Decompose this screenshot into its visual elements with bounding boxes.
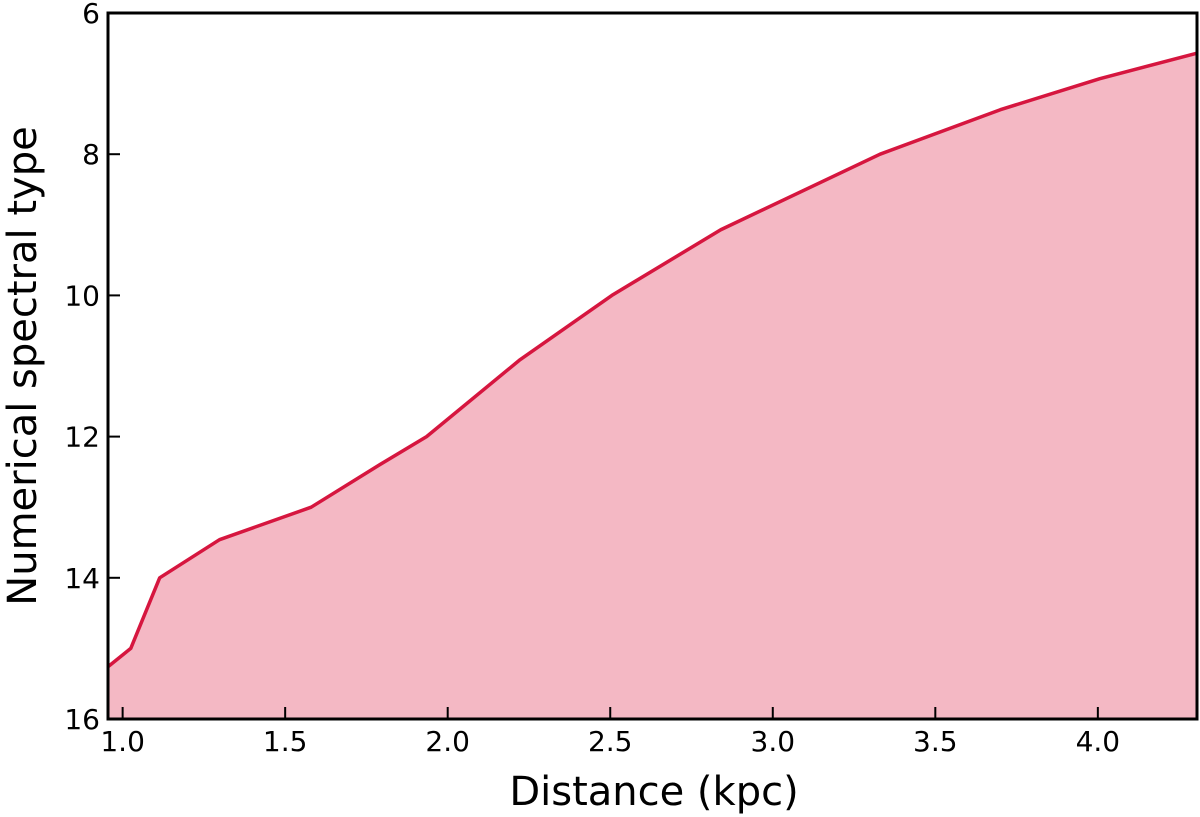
plot-frame <box>106 11 1199 721</box>
x-tick-label: 4.0 <box>1076 725 1121 758</box>
x-tick-label: 1.0 <box>100 725 145 758</box>
x-tick-label: 2.0 <box>425 725 470 758</box>
y-tick-label: 16 <box>64 703 100 736</box>
y-tick-label: 8 <box>82 138 100 171</box>
y-tick-label: 14 <box>64 562 100 595</box>
x-tick-label: 2.5 <box>588 725 633 758</box>
y-tick-label: 12 <box>64 421 100 454</box>
x-tick-label: 1.5 <box>263 725 308 758</box>
y-tick-label: 10 <box>64 279 100 312</box>
x-axis-label: Distance (kpc) <box>509 769 798 815</box>
x-tick-label: 3.5 <box>913 725 958 758</box>
area-fill <box>108 53 1197 719</box>
y-tick-label: 6 <box>82 0 100 30</box>
y-axis-label: Numerical spectral type <box>0 126 46 605</box>
x-tick-label: 3.0 <box>751 725 796 758</box>
line <box>106 51 1198 669</box>
